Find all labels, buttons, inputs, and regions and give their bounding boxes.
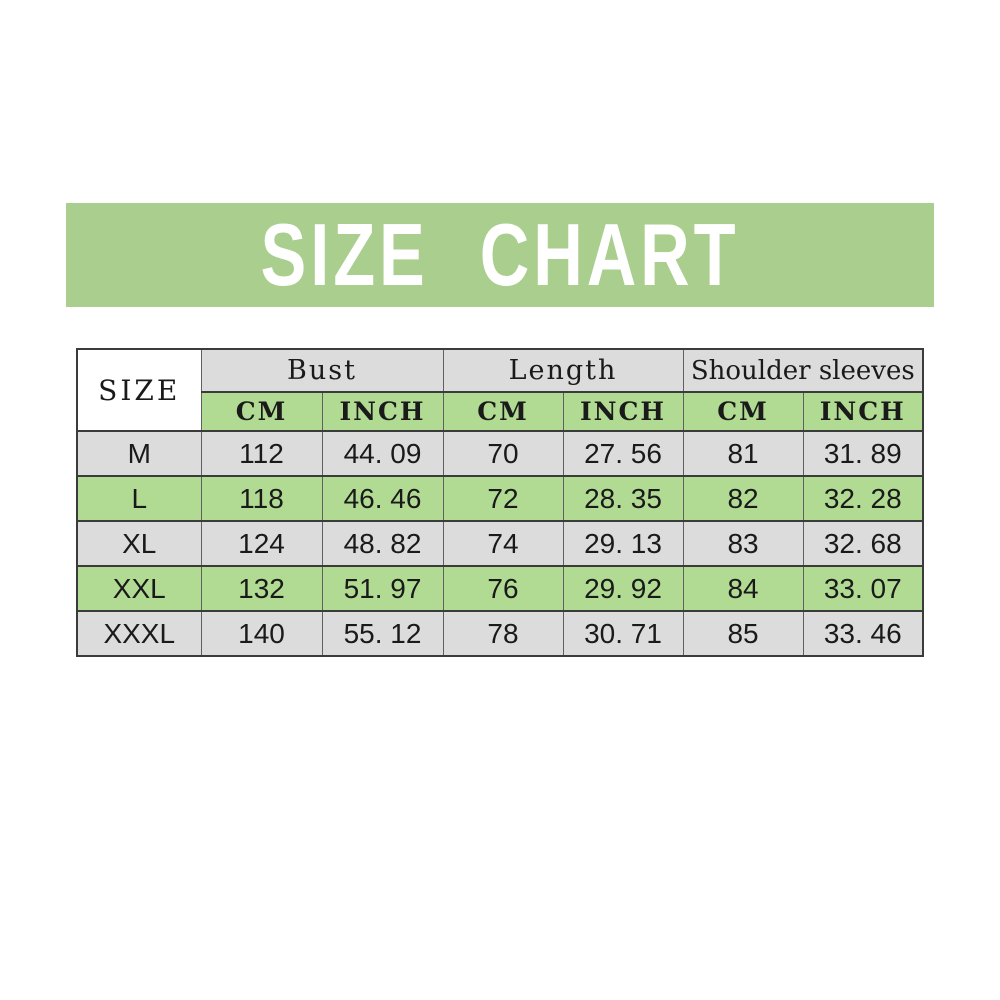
data-cell: 85 bbox=[682, 610, 804, 657]
size-cell: M bbox=[76, 430, 202, 477]
size-column-header: SIZE bbox=[76, 348, 202, 432]
page-title: SIZE CHART bbox=[260, 205, 740, 304]
data-cell: 70 bbox=[442, 430, 564, 477]
unit-header-shoulder-inch: INCH bbox=[802, 391, 924, 432]
size-chart-banner: SIZE CHART bbox=[66, 203, 934, 307]
size-table: SIZE Bust Length Shoulder sleeves CM INC… bbox=[76, 348, 925, 657]
data-cell: 29. 92 bbox=[562, 565, 684, 612]
data-cell: 132 bbox=[200, 565, 323, 612]
data-cell: 124 bbox=[200, 520, 323, 567]
data-cell: 27. 56 bbox=[562, 430, 684, 477]
group-header-length: Length bbox=[442, 348, 684, 393]
table-row-xxxl: XXXL 140 55. 12 78 30. 71 85 33. 46 bbox=[76, 610, 924, 657]
data-cell: 33. 07 bbox=[802, 565, 924, 612]
data-cell: 31. 89 bbox=[802, 430, 924, 477]
data-cell: 140 bbox=[200, 610, 323, 657]
size-cell: XXXL bbox=[76, 610, 202, 657]
data-cell: 81 bbox=[682, 430, 804, 477]
size-cell: L bbox=[76, 475, 202, 522]
data-cell: 32. 28 bbox=[802, 475, 924, 522]
table-row-xxl: XXL 132 51. 97 76 29. 92 84 33. 07 bbox=[76, 565, 924, 612]
data-cell: 51. 97 bbox=[321, 565, 444, 612]
unit-header-length-cm: CM bbox=[442, 391, 564, 432]
data-cell: 48. 82 bbox=[321, 520, 444, 567]
data-cell: 30. 71 bbox=[562, 610, 684, 657]
data-cell: 74 bbox=[442, 520, 564, 567]
table-row-xl: XL 124 48. 82 74 29. 13 83 32. 68 bbox=[76, 520, 924, 567]
data-cell: 82 bbox=[682, 475, 804, 522]
group-header-shoulder-sleeves: Shoulder sleeves bbox=[682, 348, 924, 393]
data-cell: 32. 68 bbox=[802, 520, 924, 567]
data-cell: 72 bbox=[442, 475, 564, 522]
data-cell: 46. 46 bbox=[321, 475, 444, 522]
unit-header-shoulder-cm: CM bbox=[682, 391, 804, 432]
size-cell: XL bbox=[76, 520, 202, 567]
data-cell: 44. 09 bbox=[321, 430, 444, 477]
unit-header-bust-inch: INCH bbox=[321, 391, 444, 432]
data-cell: 84 bbox=[682, 565, 804, 612]
data-cell: 55. 12 bbox=[321, 610, 444, 657]
table-unit-header-row: CM INCH CM INCH CM INCH bbox=[77, 391, 924, 432]
data-cell: 118 bbox=[200, 475, 323, 522]
table-row-l: L 118 46. 46 72 28. 35 82 32. 28 bbox=[76, 475, 924, 522]
data-cell: 29. 13 bbox=[562, 520, 684, 567]
unit-header-bust-cm: CM bbox=[200, 391, 323, 432]
data-cell: 112 bbox=[200, 430, 323, 477]
data-cell: 78 bbox=[442, 610, 564, 657]
unit-header-length-inch: INCH bbox=[562, 391, 684, 432]
data-cell: 76 bbox=[442, 565, 564, 612]
group-header-bust: Bust bbox=[200, 348, 444, 393]
size-cell: XXL bbox=[76, 565, 202, 612]
data-cell: 28. 35 bbox=[562, 475, 684, 522]
data-cell: 83 bbox=[682, 520, 804, 567]
table-row-m: M 112 44. 09 70 27. 56 81 31. 89 bbox=[76, 430, 924, 477]
table-group-header-row: SIZE Bust Length Shoulder sleeves bbox=[76, 348, 924, 432]
data-cell: 33. 46 bbox=[802, 610, 924, 657]
